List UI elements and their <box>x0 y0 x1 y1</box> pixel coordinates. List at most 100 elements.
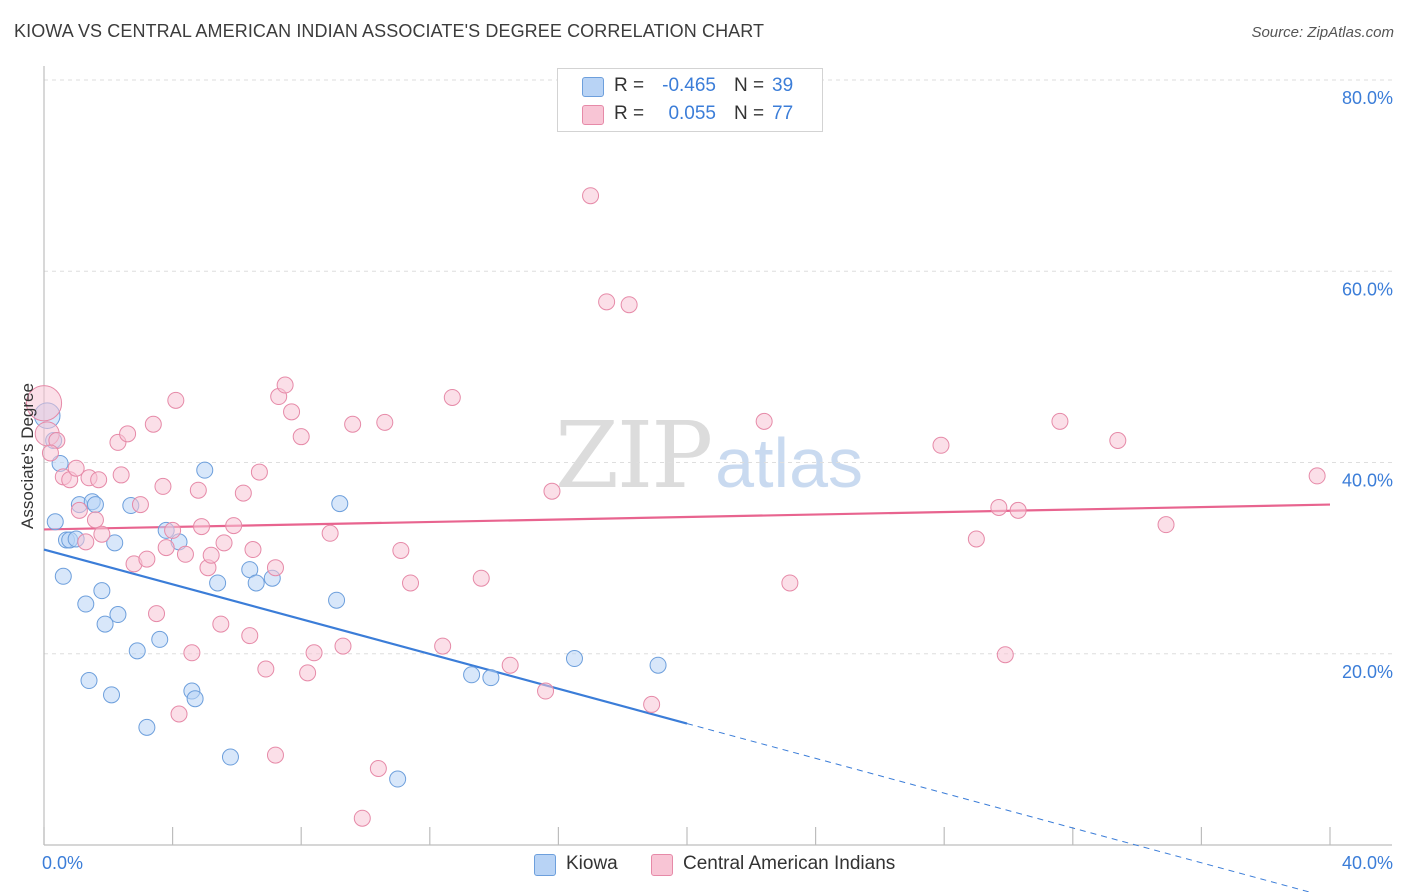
central-american-point <box>781 574 799 592</box>
central-american-point <box>334 637 352 655</box>
central-american-point <box>1308 467 1326 485</box>
central-american-point <box>266 559 284 577</box>
central-american-point <box>244 541 262 559</box>
data-points <box>25 187 1326 827</box>
source-label: Source: ZipAtlas.com <box>1251 24 1394 41</box>
central-american-point <box>167 391 185 409</box>
central-american-point <box>67 459 85 477</box>
central-american-point <box>369 760 387 777</box>
kiowa-point <box>77 595 95 613</box>
kiowa-point <box>103 686 121 704</box>
central-american-point <box>967 530 985 548</box>
n-label: N = <box>734 103 765 124</box>
chart-title: KIOWA VS CENTRAL AMERICAN INDIAN ASSOCIA… <box>14 21 765 41</box>
central-american-legend-swatch <box>651 854 673 876</box>
central-american-point <box>241 627 259 645</box>
kiowa-point <box>96 615 114 633</box>
central-american-point <box>193 518 211 536</box>
central-american-point <box>392 541 410 559</box>
axes <box>43 66 1392 846</box>
kiowa-point <box>138 718 156 736</box>
central-american-point <box>90 471 108 489</box>
central-american-point <box>990 498 1008 516</box>
central-american-point <box>620 296 638 314</box>
kiowa-point <box>328 591 346 609</box>
central-american-point <box>234 484 252 502</box>
central-american-point <box>472 569 490 587</box>
y-tick-label-60: 60.0% <box>1342 279 1393 299</box>
central-american-point <box>202 546 220 564</box>
trend-lines <box>43 503 1331 892</box>
central-american-point <box>292 428 310 446</box>
kiowa-point <box>46 513 64 531</box>
y-tick-label-40: 40.0% <box>1342 471 1393 491</box>
central-american-point <box>189 481 207 499</box>
kiowa-point <box>209 574 227 592</box>
axis-labels: 20.0% 40.0% 60.0% 80.0% 0.0% 40.0% Associate's… <box>18 88 1393 873</box>
central-american-point <box>755 412 773 430</box>
central-american-trend-line <box>43 503 1331 531</box>
central-american-n-value: 77 <box>772 103 794 124</box>
central-american-point <box>376 413 394 431</box>
r-label: R = <box>614 75 645 96</box>
central-american-point <box>119 425 137 443</box>
kiowa-point <box>221 748 239 766</box>
x-tick-label-0: 0.0% <box>42 853 83 873</box>
kiowa-point <box>247 574 265 592</box>
kiowa-legend-label: Kiowa <box>566 853 618 874</box>
kiowa-point <box>463 666 481 684</box>
kiowa-point <box>331 495 349 513</box>
central-american-point <box>176 545 194 563</box>
central-american-point <box>932 436 950 454</box>
kiowa-point <box>106 534 124 552</box>
central-american-point <box>41 444 59 462</box>
central-american-point <box>283 403 301 421</box>
central-american-point <box>276 376 294 394</box>
kiowa-point <box>54 567 72 585</box>
central-american-point <box>996 646 1014 664</box>
central-american-point <box>225 517 243 535</box>
central-american-point <box>643 695 661 713</box>
central-american-swatch <box>582 105 604 125</box>
central-american-point <box>1051 412 1069 430</box>
kiowa-point <box>86 496 104 514</box>
central-american-point <box>266 746 284 764</box>
kiowa-trend-line-extension <box>686 723 1312 892</box>
kiowa-point <box>389 770 407 788</box>
central-american-point <box>1009 501 1027 519</box>
central-american-point <box>70 501 88 519</box>
central-american-point <box>154 477 172 495</box>
kiowa-point <box>151 630 169 648</box>
kiowa-n-value: 39 <box>772 75 794 96</box>
central-american-point <box>582 187 600 205</box>
central-american-point <box>138 550 156 568</box>
n-label: N = <box>734 75 765 96</box>
central-american-point <box>131 496 149 514</box>
central-american-point <box>434 637 452 655</box>
y-tick-label-20: 20.0% <box>1342 662 1393 682</box>
kiowa-point <box>128 642 146 660</box>
kiowa-point <box>109 606 127 624</box>
kiowa-legend-swatch <box>534 854 556 876</box>
kiowa-swatch <box>582 77 604 97</box>
kiowa-point <box>93 582 111 600</box>
central-american-point <box>25 385 63 422</box>
central-american-point <box>250 463 268 481</box>
central-american-point <box>257 660 275 678</box>
central-american-point <box>321 524 339 542</box>
kiowa-r-value: -0.465 <box>662 75 716 96</box>
kiowa-point <box>196 461 214 479</box>
central-american-legend-label: Central American Indians <box>683 853 896 874</box>
r-label: R = <box>614 103 645 124</box>
central-american-point <box>144 415 162 433</box>
central-american-point <box>86 511 104 529</box>
central-american-point <box>1157 516 1175 534</box>
central-american-point <box>353 809 371 827</box>
kiowa-point <box>565 650 583 668</box>
central-american-point <box>164 521 182 539</box>
central-american-point <box>215 534 233 552</box>
kiowa-point <box>649 656 667 674</box>
central-american-point <box>112 466 130 484</box>
y-tick-label-80: 80.0% <box>1342 88 1393 108</box>
central-american-point <box>1109 432 1127 450</box>
